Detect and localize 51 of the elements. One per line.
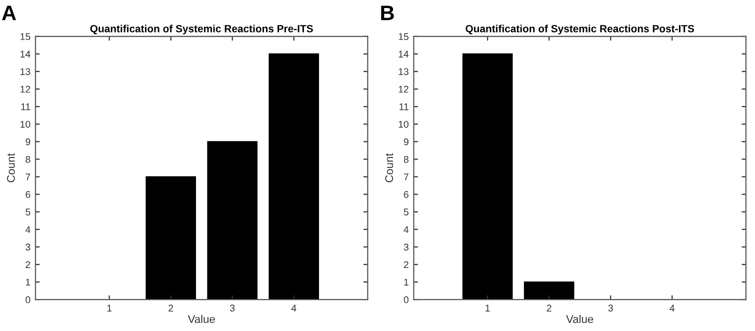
y-tick-label: 0 [404, 296, 408, 304]
bar [146, 176, 196, 300]
y-tick-label: 2 [26, 261, 30, 268]
y-axis-title: Count [385, 153, 394, 182]
y-tick-label: 10 [20, 120, 30, 128]
y-tick-label: 6 [404, 191, 408, 198]
x-tick-label: 2 [546, 304, 552, 312]
y-axis-title: Count [6, 153, 15, 182]
y-tick-label: 7 [26, 174, 30, 180]
y-tick-label: 7 [404, 174, 408, 180]
text: B [381, 6, 394, 20]
y-tick-label: 4 [25, 226, 30, 233]
y-tick-label: 15 [398, 33, 408, 40]
y-tick-label: 9 [404, 138, 408, 146]
y-tick-label: 14 [20, 50, 30, 58]
x-tick-label: 4 [291, 304, 296, 312]
y-tick-label: 2 [404, 261, 408, 268]
y-tick-label: 6 [26, 191, 30, 198]
y-tick-label: 9 [26, 138, 30, 146]
y-tick-label: 5 [26, 208, 30, 216]
y-tick-label: 13 [20, 68, 30, 76]
x-tick-label: 2 [168, 304, 174, 312]
chart-title: Quantification of Systemic Reactions Post-ITS [466, 24, 694, 34]
x-tick-label: 3 [230, 304, 235, 312]
y-tick-label: 8 [404, 156, 408, 163]
y-tick-label: 3 [404, 244, 408, 251]
bar [207, 141, 258, 300]
y-tick-label: 15 [20, 33, 30, 40]
y-tick-label: 1 [26, 278, 30, 286]
y-tick-label: 13 [398, 68, 408, 76]
y-tick-label: 12 [398, 86, 408, 93]
y-tick-label: 1 [404, 278, 408, 286]
x-tick-label: 3 [608, 304, 613, 312]
y-tick-label: 4 [404, 226, 409, 233]
chart-title: Quantification of Systemic Reactions Pre-ITS [90, 24, 313, 34]
y-tick-label: 10 [398, 120, 408, 128]
y-tick-label: 5 [404, 208, 408, 216]
y-tick-label: 8 [26, 156, 30, 163]
y-tick-label: 3 [26, 244, 30, 251]
y-tick-label: 0 [26, 296, 30, 304]
x-axis-title: Value [566, 314, 594, 324]
bar [268, 53, 320, 300]
y-tick-label: 12 [20, 86, 30, 93]
y-tick-label: 11 [400, 103, 408, 110]
text: A [2, 6, 16, 20]
y-tick-label: 11 [21, 103, 30, 110]
x-tick-label: 4 [670, 304, 675, 312]
y-tick-label: 14 [398, 50, 409, 58]
x-tick-label: 1 [486, 304, 490, 312]
x-axis-title: Value [188, 314, 215, 324]
x-tick-label: 1 [107, 304, 112, 312]
